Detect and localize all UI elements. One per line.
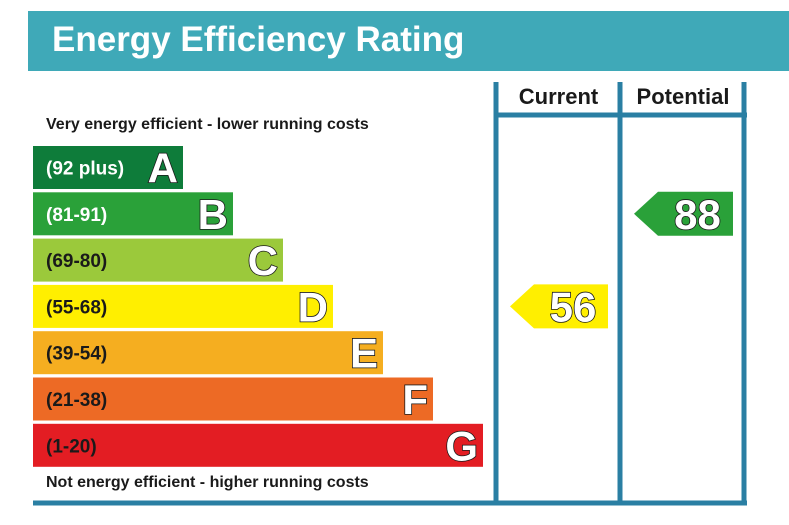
band-d-letter: D <box>298 283 328 330</box>
band-a-range: (92 plus) <box>46 159 124 180</box>
potential-rating-arrow <box>634 191 733 236</box>
top-note: Very energy efficient - lower running co… <box>46 116 369 133</box>
band-e-bar <box>33 331 383 375</box>
page-title: Energy Efficiency Rating <box>52 20 465 59</box>
column-header-current: Current <box>518 84 599 109</box>
band-d-bar <box>33 284 333 328</box>
band-b-bar <box>33 192 233 236</box>
bottom-note: Not energy efficient - higher running co… <box>46 474 369 491</box>
current-rating-arrow <box>510 284 608 329</box>
band-f-bar <box>33 377 433 421</box>
band-c-range: (69-80) <box>46 251 107 272</box>
band-a-bar <box>33 146 183 189</box>
band-e-letter: E <box>350 330 378 377</box>
title-bar: Energy Efficiency Rating <box>28 11 789 71</box>
band-c-bar <box>33 238 283 282</box>
potential-rating-value: 88 <box>674 191 721 238</box>
band-f-letter: F <box>402 376 428 423</box>
band-g-bar <box>33 423 483 467</box>
current-rating-value: 56 <box>550 283 597 330</box>
band-d-range: (55-68) <box>46 297 107 318</box>
band-g-range: (1-20) <box>46 436 97 457</box>
band-b-range: (81-91) <box>46 205 107 226</box>
band-c-letter: C <box>248 237 278 284</box>
band-g-letter: G <box>445 422 478 469</box>
band-a-letter: A <box>148 145 178 192</box>
band-e-range: (39-54) <box>46 344 107 365</box>
band-b-letter: B <box>198 191 228 238</box>
band-f-range: (21-38) <box>46 390 107 411</box>
column-header-potential: Potential <box>636 84 730 109</box>
